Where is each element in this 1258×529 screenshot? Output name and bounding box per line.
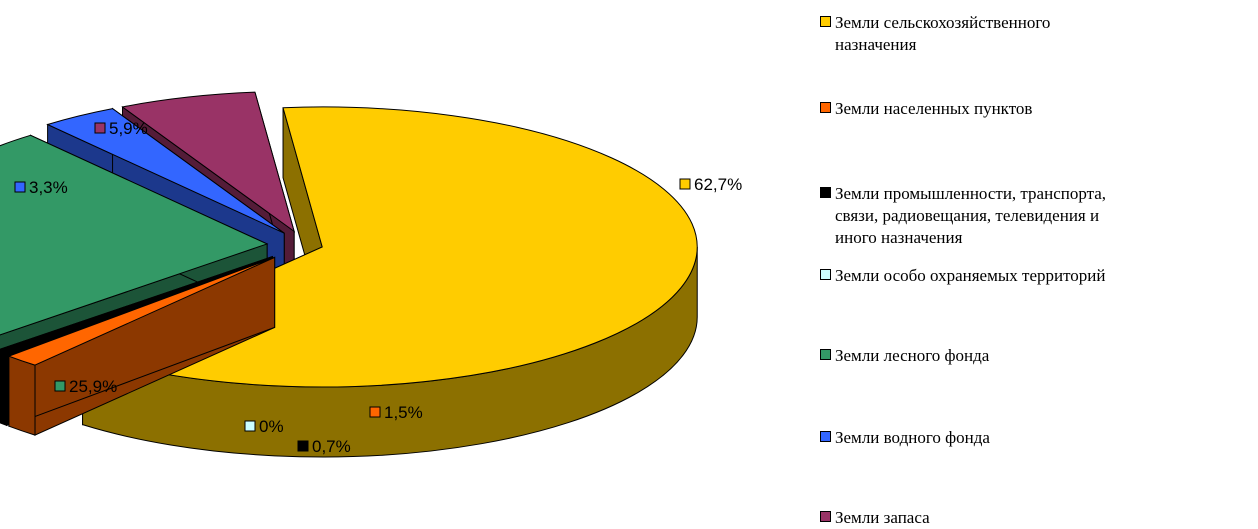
- legend-label: Земли запаса: [835, 508, 930, 527]
- legend-label: Земли водного фонда: [835, 428, 990, 447]
- legend: Земли сельскохозяйственного назначения Зе…: [820, 0, 1258, 529]
- pie-slice-top: [0, 256, 273, 356]
- data-label: 1,5%: [384, 403, 423, 422]
- pie-slice-rim: [8, 355, 36, 436]
- legend-item: Земли лесного фонда: [820, 345, 1245, 367]
- data-label-swatch: [244, 420, 256, 432]
- pie-slice-top: [7, 256, 275, 366]
- legend-item: Земли особо охраняемых территорий: [820, 265, 1245, 287]
- legend-swatch: [820, 349, 831, 360]
- data-label: 62,7%: [694, 175, 742, 194]
- pie-slice-rim: [0, 352, 8, 427]
- pie-slice-top: [46, 108, 285, 234]
- legend-item: Земли промышленности, транспорта, связи,…: [820, 183, 1245, 249]
- legend-swatch: [820, 431, 831, 442]
- data-label-swatch: [369, 406, 381, 418]
- pie-slice-top: [0, 134, 269, 336]
- data-label: 25,9%: [69, 377, 117, 396]
- legend-swatch: [820, 187, 831, 198]
- data-label-swatch: [54, 380, 66, 392]
- data-label: 5,9%: [109, 119, 148, 138]
- data-label-swatch: [94, 122, 106, 134]
- legend-label: Земли промышленности, транспорта, связи,…: [835, 184, 1107, 247]
- data-label-swatch: [14, 181, 26, 193]
- pie-slice: [7, 256, 276, 436]
- legend-label: Земли населенных пунктов: [835, 99, 1033, 118]
- data-labels: 62,7% 1,5% 0,7% 0% 25,9% 3,3% 5,9%: [14, 119, 742, 456]
- legend-swatch: [820, 102, 831, 113]
- legend-swatch: [820, 269, 831, 280]
- data-label: 0%: [259, 417, 284, 436]
- legend-label: Земли особо охраняемых территорий: [835, 266, 1106, 285]
- legend-item: Земли сельскохозяйственного назначения: [820, 12, 1245, 56]
- legend-label: Земли сельскохозяйственного назначения: [835, 13, 1051, 54]
- data-label-swatch: [297, 440, 309, 452]
- legend-item: Земли запаса: [820, 507, 1245, 529]
- data-label-swatch: [679, 178, 691, 190]
- legend-item: Земли водного фонда: [820, 427, 1245, 449]
- pie-slices: [0, 91, 698, 458]
- legend-swatch: [820, 511, 831, 522]
- data-label: 3,3%: [29, 178, 68, 197]
- pie-slice-top: [121, 91, 296, 233]
- data-label: 0,7%: [312, 437, 351, 456]
- legend-swatch: [820, 16, 831, 27]
- pie-chart: 62,7% 1,5% 0,7% 0% 25,9% 3,3% 5,9%: [0, 91, 742, 458]
- legend-label: Земли лесного фонда: [835, 346, 990, 365]
- legend-item: Земли населенных пунктов: [820, 98, 1245, 120]
